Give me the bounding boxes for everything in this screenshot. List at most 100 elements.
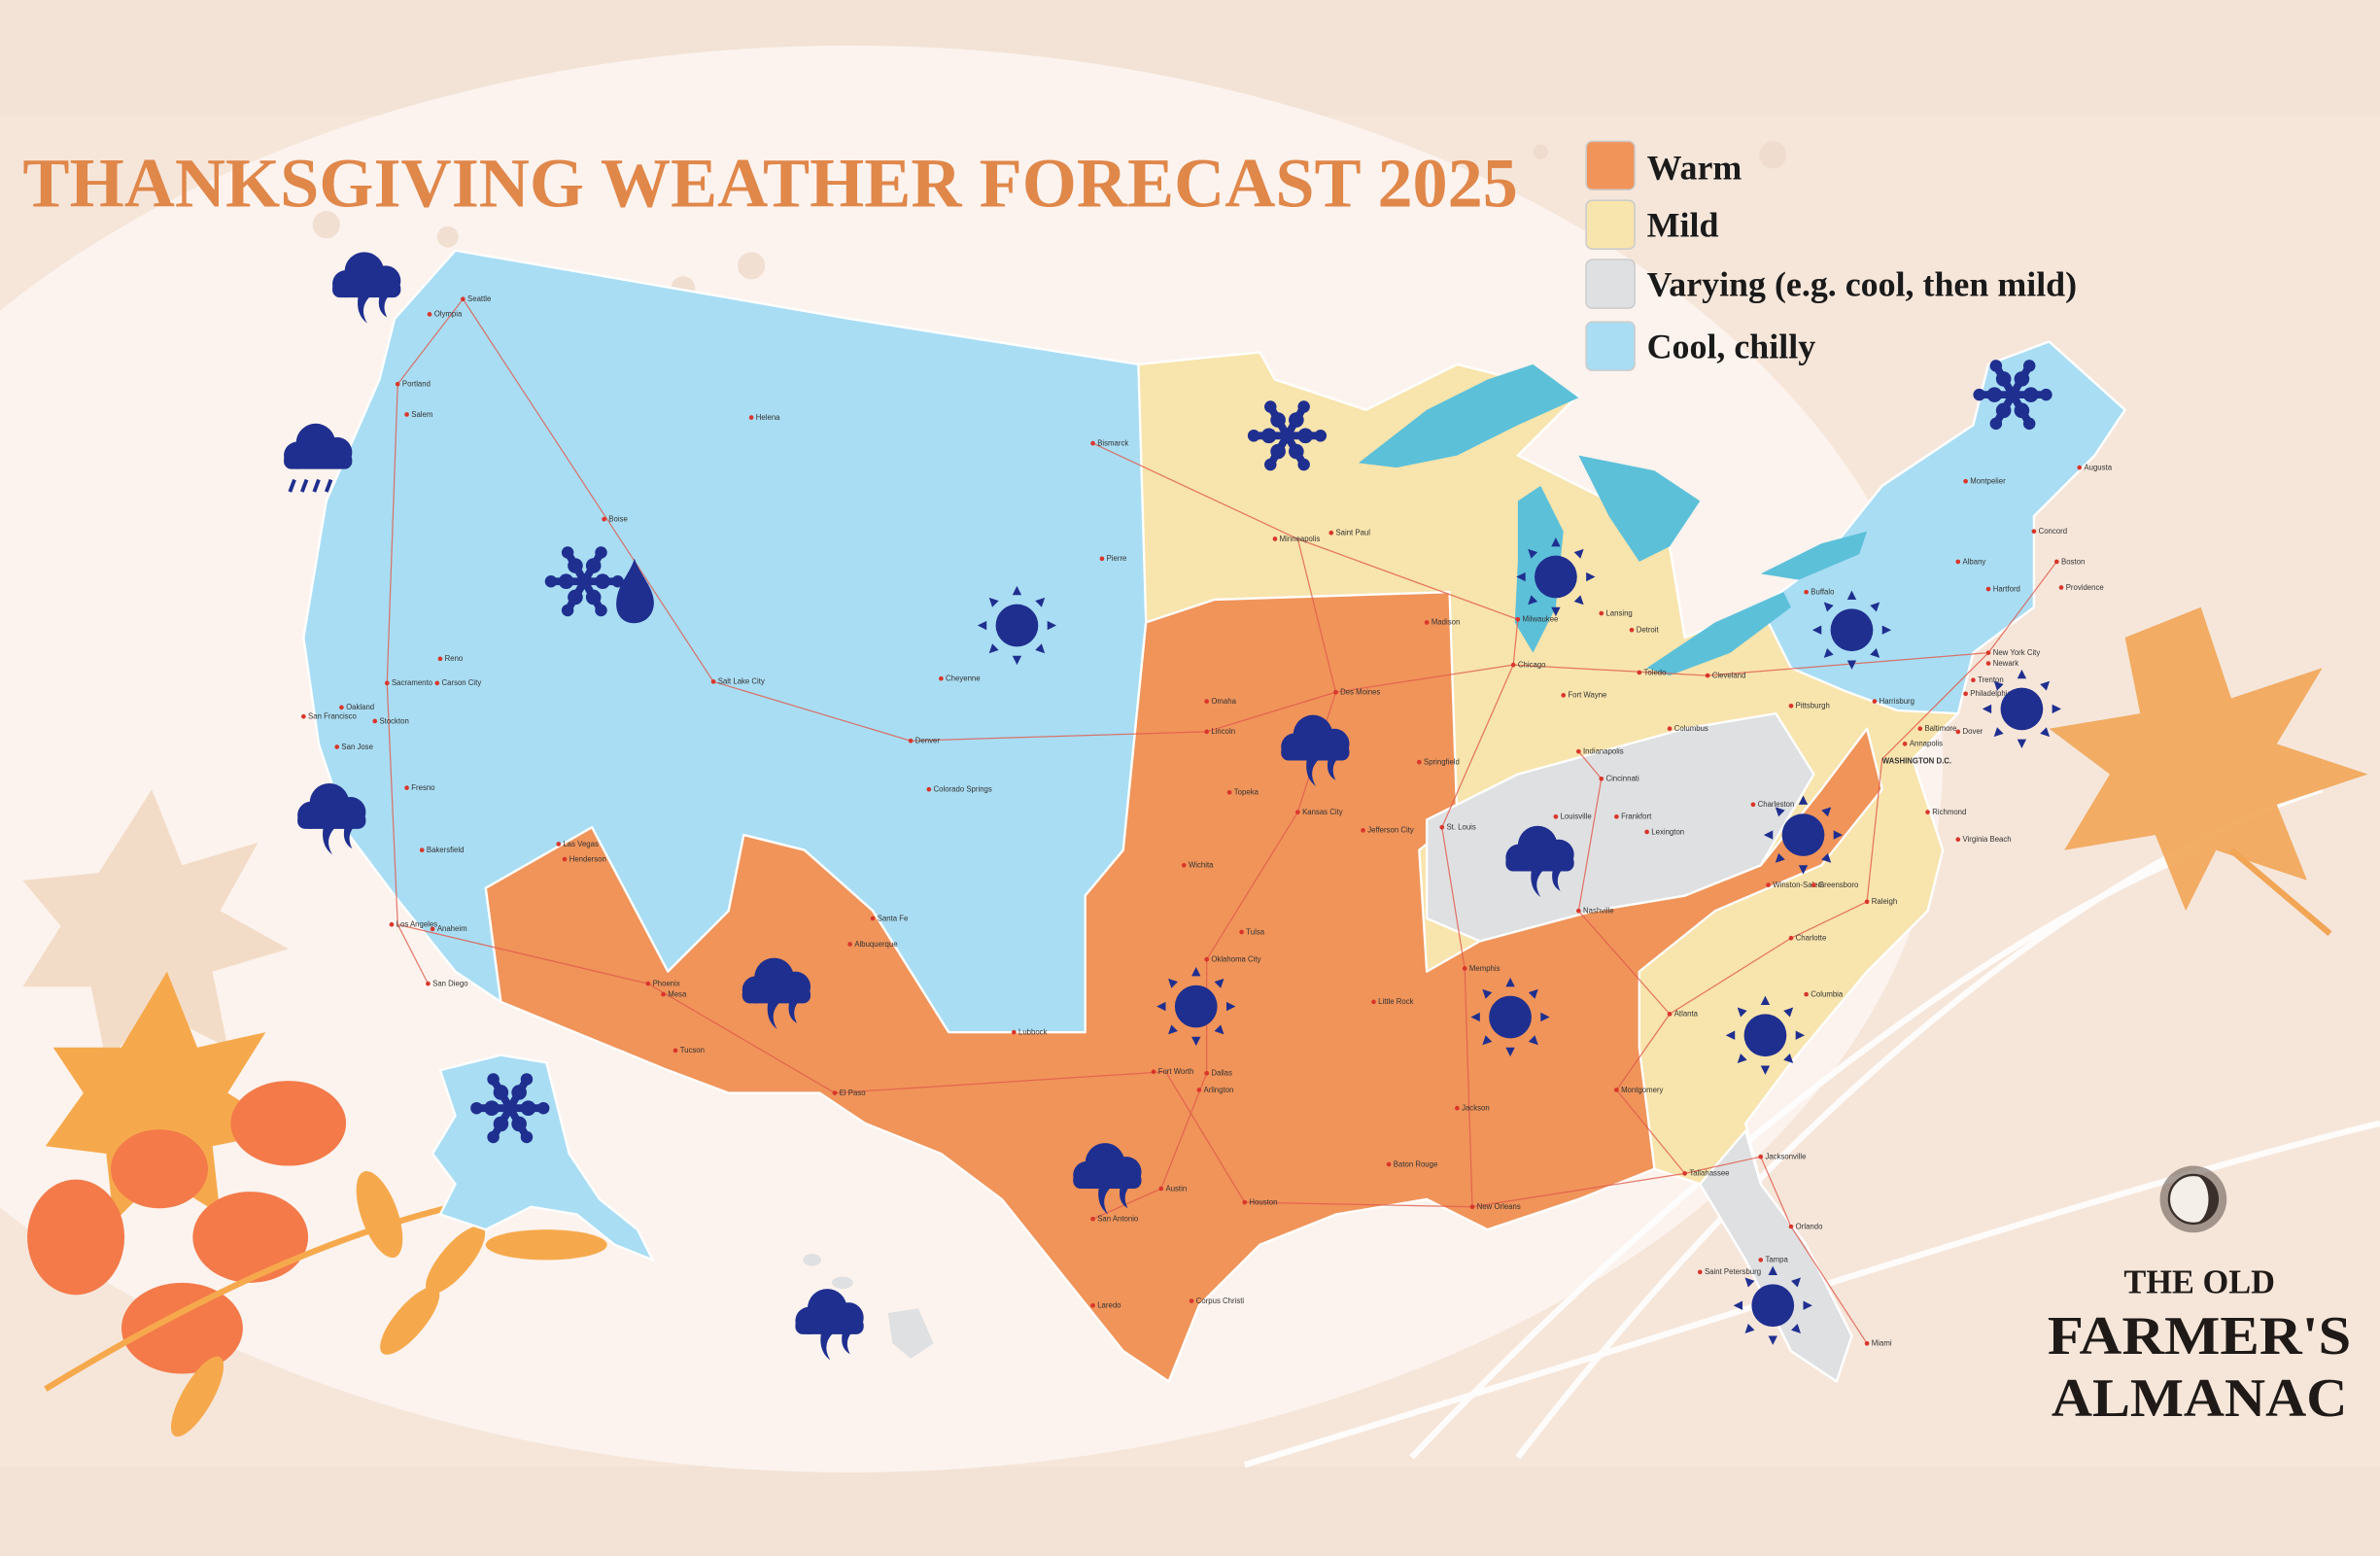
city-marker bbox=[645, 981, 651, 986]
city-label: Saint Paul bbox=[1335, 529, 1370, 537]
city-label: Montpelier bbox=[1970, 476, 2006, 485]
city-marker bbox=[1804, 589, 1809, 595]
city-marker bbox=[1971, 677, 1976, 683]
city-marker bbox=[1811, 882, 1816, 887]
city-label: Chicago bbox=[1518, 660, 1546, 669]
city-marker bbox=[1788, 1224, 1794, 1229]
city-marker bbox=[1575, 748, 1581, 754]
city-label: Bakersfield bbox=[427, 846, 465, 854]
city-label: Pierre bbox=[1107, 554, 1127, 563]
city-marker bbox=[748, 415, 754, 420]
city-label: Virginia Beach bbox=[1962, 835, 2011, 844]
city-marker bbox=[1599, 610, 1604, 616]
city-marker bbox=[1614, 813, 1619, 819]
logo-line2: FARMER'S bbox=[2048, 1306, 2351, 1366]
city-label: Dallas bbox=[1211, 1069, 1232, 1078]
city-marker bbox=[710, 678, 716, 684]
legend-swatch-mild bbox=[1585, 199, 1636, 250]
city-marker bbox=[926, 786, 932, 792]
city-label: Arlington bbox=[1204, 1086, 1234, 1094]
region-warm bbox=[484, 591, 1883, 1383]
city-marker bbox=[334, 744, 340, 749]
city-label: Springfield bbox=[1424, 757, 1460, 766]
rain-cloud-icon bbox=[284, 423, 353, 493]
city-marker bbox=[1955, 729, 1961, 735]
city-marker bbox=[301, 713, 306, 719]
city-marker bbox=[1158, 1186, 1164, 1192]
city-label: Tampa bbox=[1765, 1256, 1788, 1264]
rain-cloud-icon bbox=[297, 782, 366, 855]
city-label: Fort Worth bbox=[1158, 1067, 1194, 1076]
rain-cloud-icon bbox=[1073, 1143, 1142, 1215]
lake-huron bbox=[1578, 455, 1701, 562]
city-marker bbox=[1955, 559, 1961, 565]
snowflake-icon bbox=[470, 1073, 550, 1144]
city-marker bbox=[2053, 559, 2059, 565]
city-label: Wichita bbox=[1189, 861, 1214, 870]
city-marker bbox=[1758, 1258, 1764, 1262]
city-label: Topeka bbox=[1234, 788, 1259, 797]
great-lakes bbox=[1358, 363, 1868, 676]
city-marker bbox=[832, 1090, 838, 1095]
hawaii bbox=[803, 1254, 934, 1359]
snowflake-icon bbox=[1973, 360, 2052, 431]
city-label: Toledo bbox=[1643, 668, 1667, 676]
city-marker bbox=[1416, 759, 1422, 765]
city-label: Cheyenne bbox=[946, 674, 981, 683]
city-label: Omaha bbox=[1211, 697, 1236, 706]
city-label: Jackson bbox=[1462, 1104, 1490, 1113]
city-marker bbox=[1902, 742, 1908, 746]
city-label: Columbia bbox=[1811, 989, 1844, 998]
city-marker bbox=[1955, 837, 1961, 843]
city-label: Carson City bbox=[442, 678, 482, 687]
city-label: Fresno bbox=[411, 783, 435, 792]
city-label: Bismarck bbox=[1097, 438, 1128, 447]
city-marker bbox=[1090, 440, 1095, 446]
city-marker bbox=[1462, 966, 1467, 971]
city-label: Lexington bbox=[1651, 827, 1684, 836]
city-label: Boise bbox=[608, 515, 628, 524]
legend-swatch-cool bbox=[1585, 321, 1636, 371]
city-label: Phoenix bbox=[653, 979, 680, 987]
city-marker bbox=[1328, 530, 1334, 536]
city-marker bbox=[2031, 529, 2037, 535]
city-marker bbox=[404, 785, 409, 790]
city-marker bbox=[1189, 1298, 1194, 1303]
city-marker bbox=[939, 675, 944, 681]
city-label: Baltimore bbox=[1924, 724, 1956, 733]
city-label: Providence bbox=[2066, 583, 2104, 592]
city-label: Lansing bbox=[1605, 608, 1632, 617]
city-labels: Seattle Olympia Portland Salem Boise Helena Bi… bbox=[301, 294, 2113, 1348]
city-label: Augusta bbox=[2084, 463, 2112, 471]
city-label: Buffalo bbox=[1811, 588, 1835, 597]
city-label: San Diego bbox=[432, 979, 468, 987]
city-marker bbox=[1204, 1070, 1210, 1076]
city-label: Winston-Salem bbox=[1773, 881, 1824, 889]
city-label: Jefferson City bbox=[1367, 826, 1414, 835]
city-marker bbox=[1295, 810, 1300, 814]
city-label: Montgomery bbox=[1621, 1086, 1663, 1094]
city-marker bbox=[1614, 1088, 1619, 1092]
city-marker bbox=[372, 718, 378, 724]
city-marker bbox=[908, 738, 914, 743]
city-marker bbox=[1553, 813, 1559, 819]
city-marker bbox=[1697, 1269, 1703, 1275]
city-marker bbox=[1181, 862, 1187, 868]
city-marker bbox=[1682, 1171, 1688, 1176]
sun-icon bbox=[977, 585, 1057, 666]
lake-ontario bbox=[1760, 531, 1868, 580]
city-marker bbox=[427, 312, 432, 317]
city-label: Tallahassee bbox=[1689, 1169, 1729, 1178]
city-label: Trenton bbox=[1978, 675, 2004, 684]
city-marker bbox=[1204, 956, 1210, 962]
city-label: Madison bbox=[1431, 618, 1460, 627]
city-label: Des Moines bbox=[1340, 688, 1380, 697]
rain-cloud-icon bbox=[795, 1289, 864, 1361]
city-label: Tulsa bbox=[1246, 927, 1264, 936]
city-label: Stockton bbox=[379, 716, 408, 725]
city-marker bbox=[562, 856, 568, 862]
legend-label-varying: Varying (e.g. cool, then mild) bbox=[1647, 265, 2078, 304]
city-label: Little Rock bbox=[1378, 997, 1414, 1006]
city-marker bbox=[404, 412, 409, 417]
